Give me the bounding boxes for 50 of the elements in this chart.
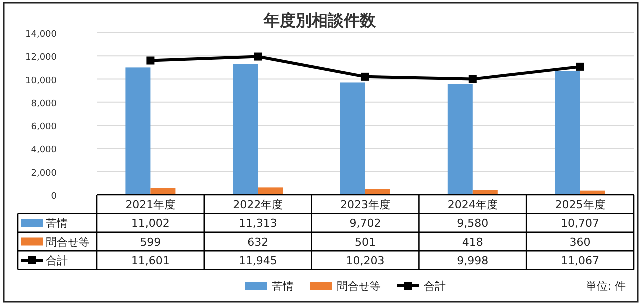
y-tick-label: 4,000	[31, 146, 58, 156]
point	[146, 56, 155, 65]
legend-label: 問合せ等	[46, 236, 90, 249]
x-tick-label: 2025年度	[555, 198, 606, 212]
bar	[126, 68, 151, 195]
x-tick-label: 2022年度	[233, 198, 284, 212]
text: 単位: 件	[586, 280, 626, 293]
data-label: 10,707	[561, 217, 600, 230]
y-tick-label: 0	[51, 192, 58, 202]
text: 合計	[424, 280, 446, 293]
bar	[258, 188, 284, 195]
x-tick-label: 2023年度	[340, 198, 390, 212]
y-tick-label: 14,000	[26, 30, 58, 40]
bar	[366, 189, 390, 195]
y-tick-label: 10,000	[26, 76, 58, 86]
data-label: 11,002	[131, 217, 170, 230]
y-tick-label: 2,000	[31, 168, 58, 179]
data-label: 360	[570, 236, 591, 249]
y-tick-label: 6,000	[31, 122, 58, 133]
bar	[340, 82, 366, 195]
y-tick-label: 12,000	[26, 53, 58, 64]
data-label: 9,702	[350, 217, 382, 230]
data-label: 11,601	[131, 254, 170, 268]
data-label: 11,067	[561, 254, 600, 268]
point	[468, 75, 477, 84]
data-label: 10,203	[346, 254, 385, 268]
bar	[448, 84, 473, 195]
data-label: 599	[140, 236, 162, 249]
point	[576, 62, 584, 71]
data-label: 9,580	[457, 217, 489, 230]
x-tick-label: 2021年度	[126, 198, 176, 212]
legend-label: 苦情	[46, 217, 68, 230]
y-tick-label: 8,000	[31, 99, 58, 110]
data-label: 11,313	[238, 217, 278, 230]
bar	[555, 71, 580, 195]
data-label: 501	[355, 236, 376, 249]
point	[362, 72, 370, 81]
point	[254, 52, 262, 61]
chart-title: 年度別相談件数	[263, 11, 377, 30]
bar	[233, 64, 258, 195]
data-label: 9,998	[457, 254, 489, 268]
bar	[150, 188, 176, 195]
data-label: 632	[248, 236, 269, 249]
text: 問合せ等	[337, 280, 381, 293]
data-label: 11,945	[238, 254, 278, 268]
bar	[472, 190, 498, 195]
data-label: 418	[462, 236, 484, 249]
legend-label: 合計	[46, 254, 68, 268]
text: 苦情	[272, 280, 294, 293]
x-tick-label: 2024年度	[448, 198, 498, 212]
